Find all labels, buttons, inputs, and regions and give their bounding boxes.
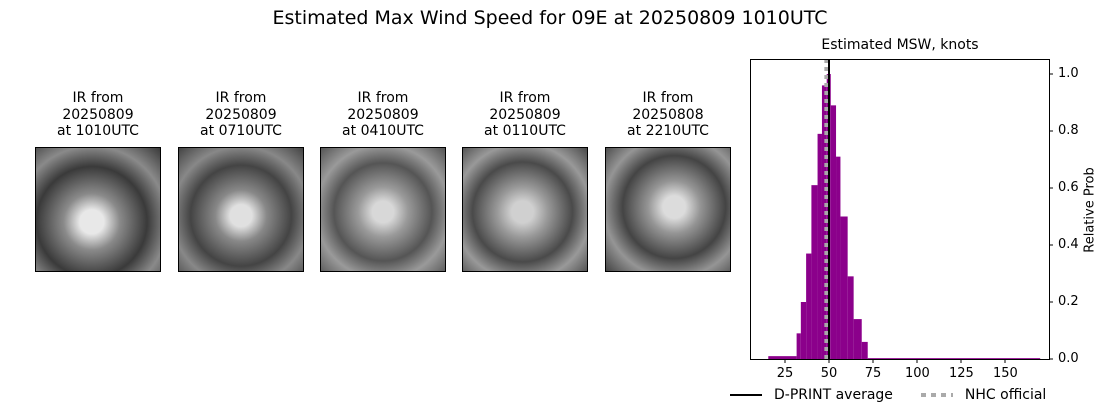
y-tick-label: 0.6 xyxy=(1058,180,1079,195)
x-tick-label: 50 xyxy=(820,366,838,381)
ir-satellite-image xyxy=(35,147,161,272)
histogram-bar xyxy=(836,156,841,359)
ir-panel: IR from 20250809 at 0410UTC xyxy=(320,90,446,272)
ir-panel-title: IR from 20250809 at 0110UTC xyxy=(484,90,566,139)
histogram-bar xyxy=(853,319,862,359)
ir-panel: IR from 20250809 at 1010UTC xyxy=(35,90,161,272)
histogram-bar xyxy=(840,216,848,359)
legend: D-PRINT average NHC official xyxy=(730,387,1074,403)
figure-title: Estimated Max Wind Speed for 09E at 2025… xyxy=(272,7,828,29)
y-tick-label: 1.0 xyxy=(1058,66,1079,81)
histogram-bar xyxy=(796,333,801,359)
y-axis-label: Relative Prob xyxy=(1082,167,1098,253)
x-tick-label: 150 xyxy=(993,366,1018,381)
x-tick-label: 125 xyxy=(949,366,974,381)
x-tick-label: 100 xyxy=(905,366,930,381)
y-tick-label: 0.4 xyxy=(1058,237,1079,252)
legend-item-dprint: D-PRINT average xyxy=(730,387,893,403)
y-tick-label: 0.8 xyxy=(1058,123,1079,138)
ir-panel-title: IR from 20250809 at 0410UTC xyxy=(342,90,424,139)
legend-item-nhc: NHC official xyxy=(920,387,1047,403)
histogram-bar xyxy=(806,253,812,359)
histogram-bar xyxy=(800,302,807,359)
histogram-bar xyxy=(768,356,797,359)
ir-panel: IR from 20250809 at 0710UTC xyxy=(178,90,304,272)
histogram-bar xyxy=(817,133,822,359)
ir-satellite-image xyxy=(320,147,446,272)
legend-label: D-PRINT average xyxy=(774,387,893,403)
ir-satellite-image xyxy=(605,147,731,272)
histogram-bar xyxy=(811,185,818,359)
legend-label: NHC official xyxy=(964,387,1047,403)
solid-line-icon xyxy=(730,394,762,396)
ir-satellite-image xyxy=(462,147,588,272)
x-tick-label: 75 xyxy=(864,366,882,381)
y-tick-label: 0.0 xyxy=(1058,351,1079,366)
histogram-bar xyxy=(821,85,827,360)
histogram-bar xyxy=(847,276,854,359)
dotted-line-icon xyxy=(920,393,953,397)
histogram-bar xyxy=(830,105,837,359)
ir-panel: IR from 20250809 at 0110UTC xyxy=(462,90,588,272)
ir-satellite-image xyxy=(178,147,304,272)
axes-frame xyxy=(750,59,1050,360)
y-tick-label: 0.2 xyxy=(1058,294,1079,309)
histogram-bar xyxy=(861,341,868,359)
ir-panel-title: IR from 20250809 at 1010UTC xyxy=(57,90,139,139)
ir-panel: IR from 20250808 at 2210UTC xyxy=(605,90,731,272)
ir-panel-title: IR from 20250809 at 0710UTC xyxy=(200,90,282,139)
chart-title: Estimated MSW, knots xyxy=(821,37,979,53)
histogram-bar xyxy=(867,358,1041,360)
x-tick-label: 25 xyxy=(776,366,794,381)
ir-panel-title: IR from 20250808 at 2210UTC xyxy=(627,90,709,139)
